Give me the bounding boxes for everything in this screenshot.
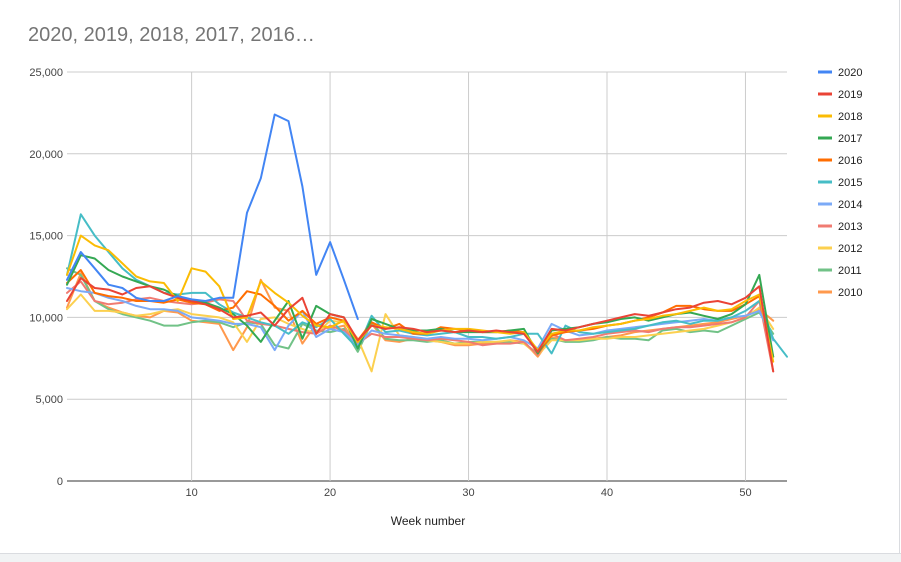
x-tick-label: 10 [185,487,197,499]
y-tick-label: 20,000 [29,149,63,161]
legend-label-2016: 2016 [838,155,862,167]
series-line-2018 [66,234,775,363]
series-line-2019 [66,277,775,373]
y-tick-label: 15,000 [29,231,63,243]
legend-label-2010: 2010 [838,287,862,299]
legend-label-2014: 2014 [838,199,862,211]
y-tick-label: 5,000 [35,394,63,406]
x-axis-label: Week number [391,514,465,528]
legend-label-2015: 2015 [838,177,862,189]
y-tick-label: 0 [57,476,63,488]
series-line-2013 [66,280,775,373]
legend-label-2019: 2019 [838,89,862,101]
legend-label-2018: 2018 [838,111,862,123]
y-tick-labels: 0 5,000 10,000 15,000 20,000 25,000 [29,67,63,488]
x-tick-labels: 10 20 30 40 50 [185,487,751,499]
legend-label-2013: 2013 [838,221,862,233]
series-lines [66,113,788,373]
series-line-2020 [66,113,359,320]
legend: 2020 2019 2018 2017 2016 2015 2014 2013 2012 2011… [818,67,862,299]
y-tick-label: 25,000 [29,67,63,79]
grid-lines [67,71,787,482]
bottom-scroll-strip [0,553,901,562]
x-tick-label: 30 [462,487,474,499]
y-tick-label: 10,000 [29,312,63,324]
x-tick-label: 20 [324,487,336,499]
legend-label-2020: 2020 [838,67,862,79]
legend-label-2011: 2011 [838,265,862,277]
series-line-2015 [66,213,788,358]
chart-title: 2020, 2019, 2018, 2017, 2016… [28,24,315,46]
legend-label-2017: 2017 [838,133,862,145]
x-tick-label: 50 [739,487,751,499]
x-tick-label: 40 [601,487,613,499]
legend-label-2012: 2012 [838,243,862,255]
series-line-2016 [66,269,775,358]
